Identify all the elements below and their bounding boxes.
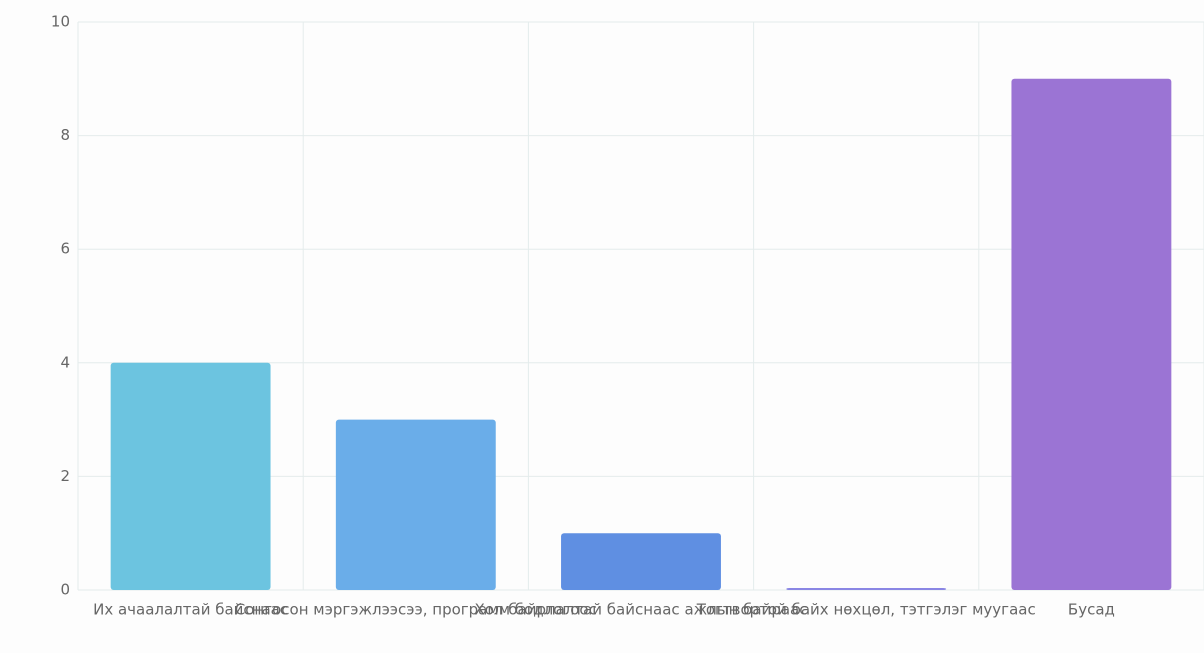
y-tick-label: 8 — [60, 126, 70, 144]
bar — [561, 533, 721, 590]
x-tick-label: Хол байрлалтай байснаас ажлын байраас — [474, 601, 807, 619]
x-tick-label: Тогтвортой байх нөхцөл, тэтгэлэг муугаас — [696, 601, 1036, 619]
y-tick-label: 2 — [60, 467, 70, 485]
bar — [110, 362, 271, 590]
y-tick-label: 0 — [60, 581, 70, 599]
bar — [786, 588, 947, 590]
bar — [335, 419, 496, 590]
y-tick-label: 10 — [51, 13, 70, 31]
y-tick-label: 4 — [60, 353, 70, 371]
x-tick-label: Их ачаалалтай байснаас — [93, 601, 288, 619]
y-tick-label: 6 — [60, 240, 70, 258]
bar — [1011, 78, 1172, 591]
x-tick-label: Бусад — [1068, 601, 1115, 619]
x-tick-label: Сонгосон мэргэжлээсээ, программ бодлогоо… — [235, 601, 597, 619]
